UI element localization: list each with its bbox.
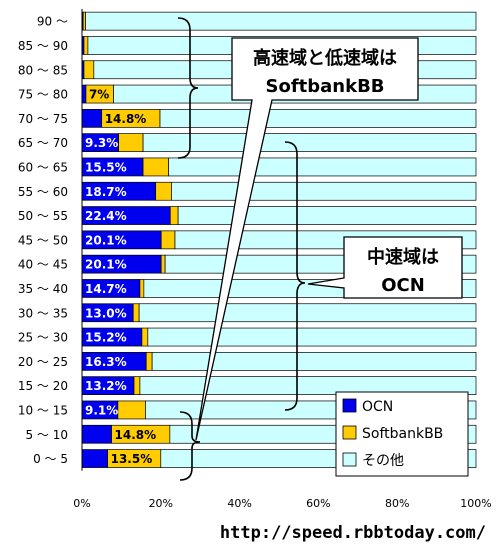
category-label-11: 55 ～ 60 bbox=[18, 185, 68, 199]
data-label-ocn-8: 20.1% bbox=[85, 258, 127, 272]
data-labels: 13.5% 14.8% 9.1% 13.2% 16.3% 15.2% 13.0% 14.7% 2… bbox=[85, 88, 157, 466]
bar-softbankbb-3 bbox=[133, 376, 141, 395]
data-label-softbankbb-14: 14.8% bbox=[105, 112, 147, 126]
bar-ocn-1 bbox=[81, 424, 112, 444]
legend-label-softbankbb: SoftbankBB bbox=[362, 426, 443, 442]
bar-other-10 bbox=[177, 206, 477, 225]
callout-high-low: 高速域と低速域は SoftbankBB bbox=[195, 37, 419, 441]
bar-softbankbb-12 bbox=[142, 157, 170, 177]
brace-low-speed bbox=[179, 411, 201, 481]
data-label-ocn-3: 13.2% bbox=[85, 379, 127, 393]
bar-softbankbb-9 bbox=[160, 230, 176, 250]
bar-other-11 bbox=[171, 181, 477, 201]
callout-mid-line1: 中速域は bbox=[367, 246, 439, 268]
category-label-17: 85 ～ 90 bbox=[18, 39, 68, 53]
bar-other-6 bbox=[138, 303, 477, 323]
bar-softbankbb-5 bbox=[141, 327, 149, 347]
data-label-ocn-5: 15.2% bbox=[85, 331, 127, 345]
legend-swatch-ocn bbox=[342, 398, 357, 413]
brace-high-speed bbox=[177, 17, 199, 159]
category-label-15: 75 ～ 80 bbox=[18, 88, 68, 102]
bar-other-18 bbox=[85, 11, 477, 31]
bar-softbankbb-8 bbox=[160, 254, 166, 274]
data-label-ocn-6: 13.0% bbox=[85, 306, 127, 320]
bar-other-3 bbox=[139, 376, 477, 395]
category-label-7: 35 ～ 40 bbox=[18, 282, 68, 296]
legend-label-ocn: OCN bbox=[362, 399, 393, 415]
data-label-ocn-11: 18.7% bbox=[85, 185, 127, 199]
bar-softbankbb-10 bbox=[169, 206, 179, 225]
callout-high-low-line2: SoftbankBB bbox=[265, 76, 384, 97]
legend: OCN SoftbankBB その他 bbox=[335, 391, 469, 477]
category-label-5: 25 ～ 30 bbox=[18, 331, 68, 345]
bar-softbankbb-16 bbox=[83, 60, 95, 80]
bar-softbankbb-11 bbox=[155, 181, 172, 201]
x-tick-label-4: 80% bbox=[385, 497, 409, 510]
brace-mid-speed bbox=[284, 141, 306, 411]
bar-softbankbb-2 bbox=[117, 400, 146, 420]
bar-softbankbb-4 bbox=[145, 352, 153, 371]
data-label-ocn-9: 20.1% bbox=[85, 233, 127, 247]
x-tick-label-3: 60% bbox=[306, 497, 330, 510]
callout-high-low-line1: 高速域と低速域は bbox=[253, 47, 397, 69]
legend-swatch-other bbox=[342, 452, 357, 467]
source-url: http://speed.rbbtoday.com/ bbox=[220, 523, 486, 543]
x-tick-label-0: 0% bbox=[73, 497, 90, 510]
data-label-ocn-10: 22.4% bbox=[85, 209, 127, 223]
category-label-4: 20 ～ 25 bbox=[18, 355, 68, 369]
category-label-13: 65 ～ 70 bbox=[18, 136, 68, 150]
legend-label-other: その他 bbox=[362, 453, 404, 469]
bar-other-4 bbox=[151, 352, 477, 371]
data-label-softbankbb-1: 14.8% bbox=[115, 428, 157, 442]
bar-other-14 bbox=[159, 108, 477, 128]
data-label-ocn-2: 9.1% bbox=[85, 403, 118, 417]
category-label-18: 90 ～ bbox=[37, 15, 68, 29]
legend-swatch-softbankbb bbox=[342, 425, 357, 440]
bar-softbankbb-17 bbox=[83, 36, 89, 55]
callout-mid: 中速域は OCN bbox=[307, 236, 463, 299]
category-label-6: 30 ～ 35 bbox=[18, 306, 68, 320]
data-label-softbankbb-0: 13.5% bbox=[111, 452, 153, 466]
category-label-10: 50 ～ 55 bbox=[18, 209, 68, 223]
data-label-ocn-7: 14.7% bbox=[85, 282, 127, 296]
data-label-ocn-4: 16.3% bbox=[85, 355, 127, 369]
bar-ocn-0 bbox=[81, 449, 108, 468]
category-label-1: 5 ～ 10 bbox=[25, 428, 68, 442]
category-label-2: 10 ～ 15 bbox=[18, 403, 68, 417]
bar-ocn-15 bbox=[81, 84, 87, 104]
bar-ocn-14 bbox=[81, 108, 103, 128]
category-label-9: 45 ～ 50 bbox=[18, 233, 68, 247]
category-label-12: 60 ～ 65 bbox=[18, 160, 68, 174]
category-label-3: 15 ～ 20 bbox=[18, 379, 68, 393]
bar-softbankbb-13 bbox=[118, 133, 144, 152]
x-tick-label-2: 40% bbox=[227, 497, 251, 510]
x-tick-label-1: 20% bbox=[149, 497, 173, 510]
data-label-softbankbb-15: 7% bbox=[89, 88, 109, 102]
category-label-8: 40 ～ 45 bbox=[18, 258, 68, 272]
bar-softbankbb-18 bbox=[82, 11, 86, 31]
category-labels: 0 ～ 5 5 ～ 10 10 ～ 15 15 ～ 20 20 ～ 25 25 ～ 30 3… bbox=[18, 15, 68, 466]
x-tick-labels: 0% 20% 40% 60% 80% 100% bbox=[73, 497, 491, 510]
bar-softbankbb-6 bbox=[132, 303, 140, 323]
data-label-ocn-12: 15.5% bbox=[85, 160, 127, 174]
category-label-14: 70 ～ 75 bbox=[18, 112, 68, 126]
data-label-ocn-13: 9.3% bbox=[85, 136, 118, 150]
bar-other-13 bbox=[142, 133, 477, 152]
callout-mid-line2: OCN bbox=[381, 275, 425, 296]
bar-other-5 bbox=[147, 327, 477, 347]
bar-softbankbb-7 bbox=[139, 279, 145, 298]
bar-other-12 bbox=[168, 157, 477, 177]
category-label-0: 0 ～ 5 bbox=[33, 452, 68, 466]
x-tick-label-5: 100% bbox=[460, 497, 491, 510]
category-label-16: 80 ～ 85 bbox=[18, 63, 68, 77]
